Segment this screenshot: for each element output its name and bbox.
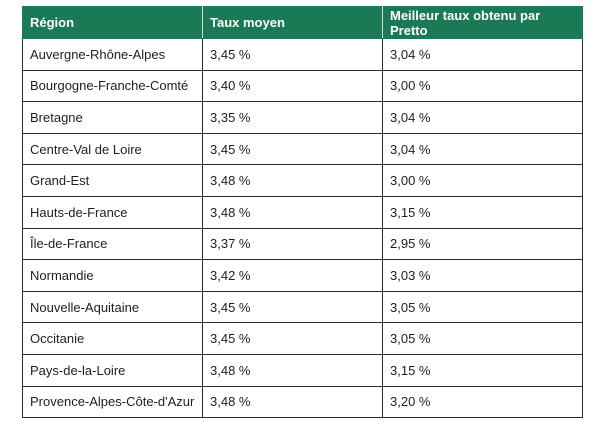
cell-average-rate: 3,40 % — [202, 69, 383, 103]
cell-region: Provence-Alpes-Côte-d'Azur — [22, 385, 203, 419]
cell-average-rate: 3,35 % — [202, 101, 383, 134]
cell-average-rate: 3,42 % — [202, 259, 383, 292]
table-row: Hauts-de-France 3,48 % 3,15 % — [22, 195, 583, 229]
cell-best-rate: 3,15 % — [382, 353, 583, 387]
table-row: Grand-Est 3,48 % 3,00 % — [22, 164, 583, 197]
cell-average-rate: 3,48 % — [202, 353, 383, 387]
cell-average-rate: 3,37 % — [202, 227, 383, 261]
regional-rates-table: Région Taux moyen Meilleur taux obtenu p… — [22, 6, 583, 419]
table-row: Pays-de-la-Loire 3,48 % 3,15 % — [22, 353, 583, 387]
cell-average-rate: 3,48 % — [202, 195, 383, 229]
table-row: Auvergne-Rhône-Alpes 3,45 % 3,04 % — [22, 38, 583, 71]
cell-region: Auvergne-Rhône-Alpes — [22, 38, 203, 71]
table-body: Auvergne-Rhône-Alpes 3,45 % 3,04 % Bourg… — [22, 38, 583, 419]
cell-best-rate: 3,05 % — [382, 290, 583, 324]
cell-region: Normandie — [22, 259, 203, 292]
cell-best-rate: 3,03 % — [382, 259, 583, 292]
cell-region: Occitanie — [22, 322, 203, 355]
cell-best-rate: 3,20 % — [382, 385, 583, 419]
cell-region: Centre-Val de Loire — [22, 132, 203, 166]
table-row: Normandie 3,42 % 3,03 % — [22, 259, 583, 292]
cell-best-rate: 2,95 % — [382, 227, 583, 261]
table-row: Occitanie 3,45 % 3,05 % — [22, 322, 583, 355]
cell-region: Nouvelle-Aquitaine — [22, 290, 203, 324]
table-row: Provence-Alpes-Côte-d'Azur 3,48 % 3,20 % — [22, 385, 583, 419]
table-row: Bretagne 3,35 % 3,04 % — [22, 101, 583, 134]
column-header-region: Région — [22, 6, 203, 39]
cell-region: Bourgogne-Franche-Comté — [22, 69, 203, 103]
cell-best-rate: 3,04 % — [382, 101, 583, 134]
table-header-row: Région Taux moyen Meilleur taux obtenu p… — [22, 6, 583, 39]
table-row: Bourgogne-Franche-Comté 3,40 % 3,00 % — [22, 69, 583, 103]
table-row: Centre-Val de Loire 3,45 % 3,04 % — [22, 132, 583, 166]
cell-best-rate: 3,05 % — [382, 322, 583, 355]
cell-region: Île-de-France — [22, 227, 203, 261]
cell-average-rate: 3,48 % — [202, 164, 383, 197]
cell-average-rate: 3,48 % — [202, 385, 383, 419]
cell-best-rate: 3,04 % — [382, 132, 583, 166]
cell-average-rate: 3,45 % — [202, 322, 383, 355]
column-header-average-rate: Taux moyen — [202, 6, 383, 39]
cell-average-rate: 3,45 % — [202, 132, 383, 166]
cell-best-rate: 3,00 % — [382, 164, 583, 197]
cell-region: Bretagne — [22, 101, 203, 134]
cell-region: Pays-de-la-Loire — [22, 353, 203, 387]
cell-region: Grand-Est — [22, 164, 203, 197]
cell-best-rate: 3,15 % — [382, 195, 583, 229]
cell-average-rate: 3,45 % — [202, 290, 383, 324]
rates-table-container: Région Taux moyen Meilleur taux obtenu p… — [22, 6, 583, 419]
cell-best-rate: 3,00 % — [382, 69, 583, 103]
cell-average-rate: 3,45 % — [202, 38, 383, 71]
table-row: Île-de-France 3,37 % 2,95 % — [22, 227, 583, 261]
cell-region: Hauts-de-France — [22, 195, 203, 229]
table-header: Région Taux moyen Meilleur taux obtenu p… — [22, 6, 583, 39]
cell-best-rate: 3,04 % — [382, 38, 583, 71]
column-header-best-rate: Meilleur taux obtenu par Pretto — [382, 6, 583, 39]
table-row: Nouvelle-Aquitaine 3,45 % 3,05 % — [22, 290, 583, 324]
